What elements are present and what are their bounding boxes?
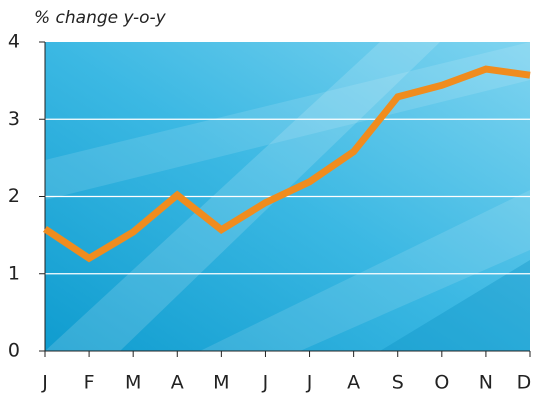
x-tick-label: F [84, 372, 95, 394]
x-tick-label: A [171, 372, 184, 394]
x-tick-label: S [392, 372, 404, 394]
x-tick-label: J [41, 372, 48, 394]
y-tick-label: 4 [8, 31, 20, 53]
y-tick-label: 1 [8, 262, 20, 284]
y-tick-label: 3 [8, 108, 20, 130]
x-tick-label: N [479, 372, 493, 394]
x-tick-label: O [434, 372, 449, 394]
x-tick-label: J [262, 372, 269, 394]
x-tick-label: A [347, 372, 360, 394]
x-tick-label: J [306, 372, 313, 394]
x-tick-label: M [213, 372, 229, 394]
y-tick-label: 2 [8, 185, 20, 207]
x-tick-label: D [517, 372, 532, 394]
line [43, 65, 531, 263]
y-tick-label: 0 [8, 340, 20, 362]
y-axis-label: % change y-o-y [34, 8, 167, 28]
x-tick-label: M [125, 372, 141, 394]
